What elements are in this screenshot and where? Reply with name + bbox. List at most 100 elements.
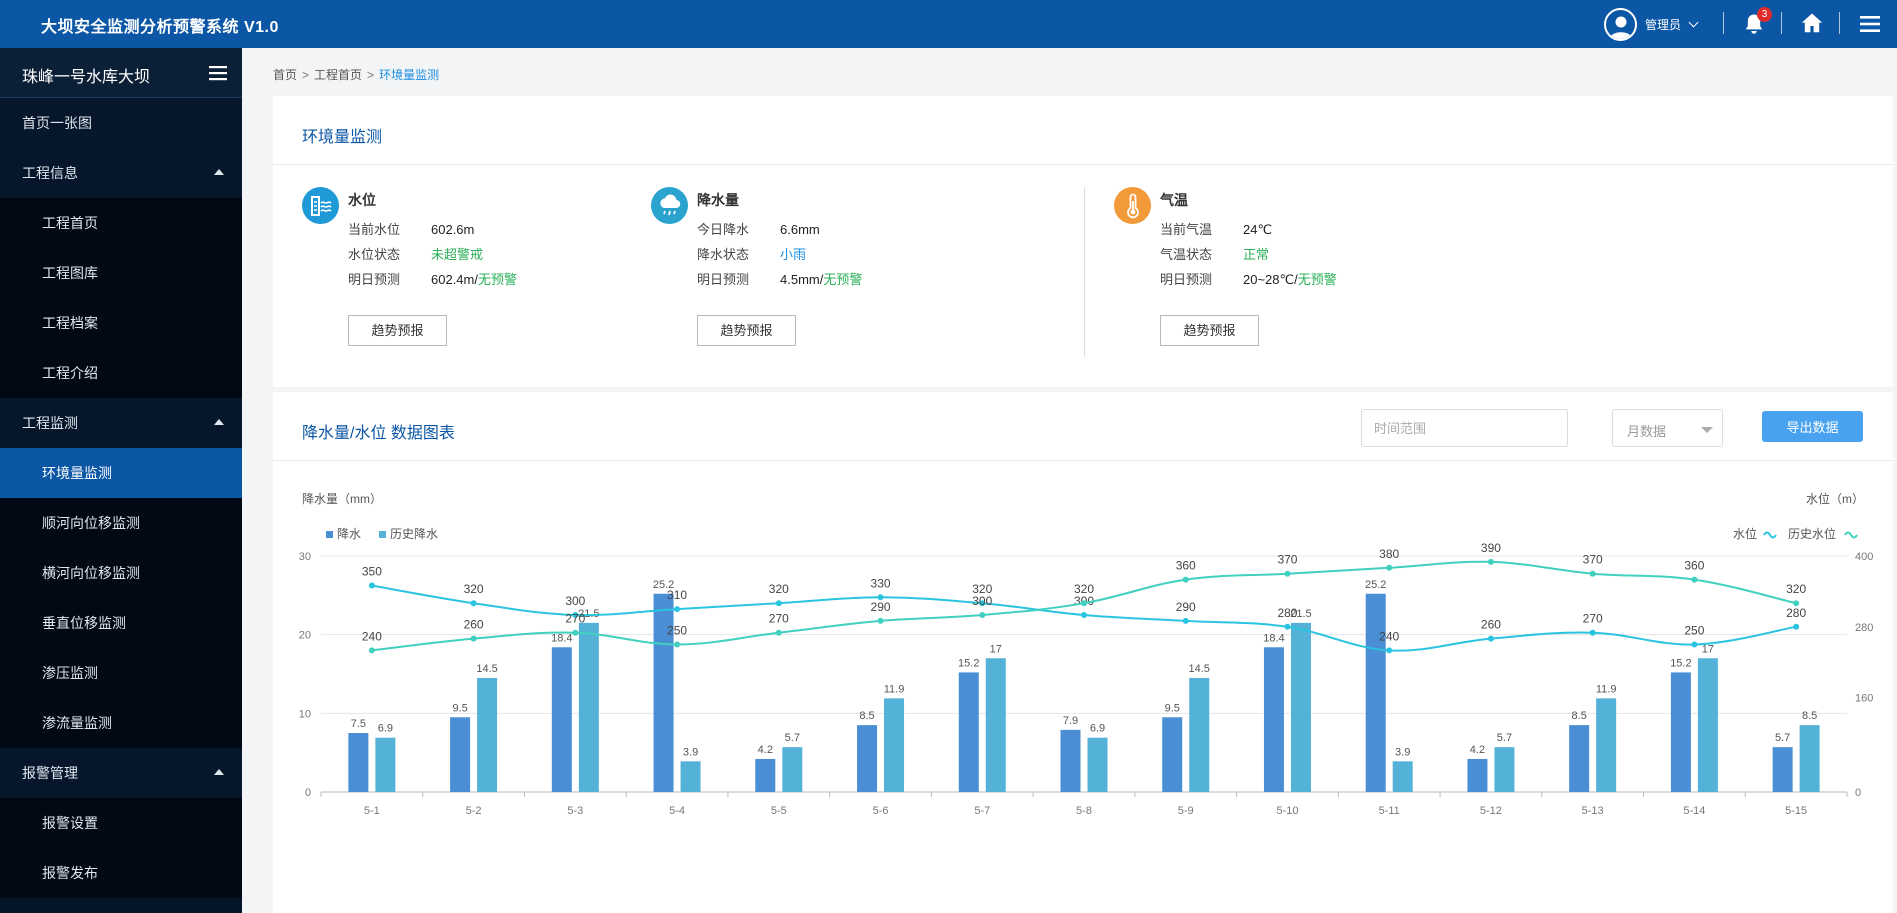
avatar[interactable] (1604, 7, 1637, 41)
legend-history-water-level-label: 历史水位 (1788, 526, 1836, 541)
line-point (674, 641, 681, 648)
sidebar-item[interactable]: 工程信息 (0, 148, 242, 198)
sidebar-item[interactable]: 报警设置 (0, 798, 242, 848)
metric-title: 降水量 (697, 192, 739, 208)
x-tick-label: 5-14 (1683, 805, 1705, 817)
sidebar-item[interactable]: 工程首页 (0, 198, 242, 248)
metric-row: 今日降水 6.6mm (697, 222, 820, 237)
sidebar-item-label: 工程信息 (22, 165, 78, 181)
line-point (572, 612, 579, 618)
bar-value-label: 21.5 (1290, 608, 1311, 620)
sidebar-item-label: 工程首页 (42, 215, 98, 231)
sidebar-item[interactable]: 横河向位移监测 (0, 548, 242, 598)
bar-value-label: 25.2 (1365, 579, 1386, 591)
bar-value-label: 14.5 (1189, 663, 1210, 675)
line-point (470, 600, 477, 607)
sidebar-item-label: 报警设置 (42, 815, 98, 831)
legend-water-level-label: 水位 (1733, 526, 1757, 541)
sidebar-item[interactable]: 渗流量监测 (0, 698, 242, 748)
sidebar: 珠峰一号水库大坝 首页一张图 工程信息 工程首页 工程图库 工程档案 工程介绍 工程监测 环境… (0, 48, 242, 913)
hamburger-icon[interactable] (208, 63, 228, 83)
x-tick-label: 5-8 (1076, 805, 1092, 817)
bar-history-rain (1392, 761, 1413, 792)
collapse-arrow-icon[interactable] (214, 769, 224, 775)
trend-forecast-button[interactable]: 趋势预报 (1160, 315, 1259, 346)
period-select-value: 月数据 (1627, 424, 1667, 439)
y-tick-left-label: 20 (299, 630, 311, 642)
legend-history-rain-marker (379, 531, 386, 538)
bar-rain (450, 717, 471, 792)
menu-icon[interactable] (1858, 12, 1882, 36)
bar-rain (857, 725, 878, 792)
bar-value-label: 18.4 (551, 632, 572, 644)
sidebar-item[interactable]: 环境量监测 (0, 448, 242, 498)
sidebar-item-label: 工程监测 (22, 415, 78, 431)
sidebar-item-label: 报警发布 (42, 865, 98, 881)
metric-row: 明日预测 4.5mm/无预警 (697, 272, 863, 287)
sidebar-item[interactable]: 工程介绍 (0, 348, 242, 398)
metric-row: 气温状态 正常 (1160, 247, 1270, 262)
line-value-label: 360 (1684, 559, 1704, 573)
x-tick-label: 5-11 (1379, 805, 1400, 817)
sidebar-item[interactable]: 工程图库 (0, 248, 242, 298)
bar-value-label: 6.9 (1090, 723, 1105, 735)
collapse-arrow-icon[interactable] (214, 419, 224, 425)
legend-history-water-level-marker (1844, 531, 1858, 539)
line-point (877, 617, 884, 624)
x-tick-label: 5-10 (1276, 805, 1298, 817)
line-value-label: 260 (464, 618, 484, 632)
line-value-label: 300 (972, 594, 992, 608)
chart-card-title: 降水量/水位 数据图表 (302, 425, 455, 442)
bar-history-rain (578, 622, 599, 792)
home-icon[interactable] (1800, 11, 1824, 35)
metric-title: 气温 (1160, 192, 1188, 208)
time-range-input[interactable] (1361, 409, 1568, 447)
bar-value-label: 4.2 (1470, 744, 1485, 756)
line-point (368, 647, 375, 654)
line-point (1182, 576, 1189, 583)
line-value-label: 260 (1481, 618, 1501, 632)
x-tick-label: 5-15 (1785, 805, 1807, 817)
chart-card: 降水量/水位 数据图表 月数据 导出数据 降水量（mm） 水位（m） 降水 历史降水 水… (273, 392, 1893, 913)
breadcrumb-home[interactable]: 首页 (273, 68, 298, 82)
period-select[interactable]: 月数据 (1612, 409, 1723, 447)
sidebar-item[interactable]: 渗压监测 (0, 648, 242, 698)
divider (1781, 12, 1782, 34)
x-tick-label: 5-6 (873, 805, 889, 817)
y-tick-left-label: 0 (305, 787, 311, 799)
line-value-label: 270 (565, 612, 585, 626)
line-point (979, 612, 986, 618)
breadcrumb-project-home[interactable]: 工程首页 (314, 68, 363, 82)
sidebar-item[interactable]: 垂直位移监测 (0, 598, 242, 648)
line-point (775, 629, 782, 636)
water-level-icon (302, 187, 339, 224)
trend-forecast-button[interactable]: 趋势预报 (348, 315, 447, 346)
breadcrumb: 首页 > 工程首页 > 环境量监测 (273, 66, 439, 83)
user-menu[interactable]: 管理员 (1604, 7, 1699, 41)
sidebar-item[interactable]: 工程监测 (0, 398, 242, 448)
bar-rain (1162, 717, 1183, 792)
bar-rain (755, 758, 776, 792)
sidebar-item[interactable]: 首页一张图 (0, 98, 242, 148)
x-tick-label: 5-7 (974, 805, 990, 817)
y-tick-right-label: 160 (1855, 693, 1873, 705)
sidebar-item[interactable]: 顺河向位移监测 (0, 498, 242, 548)
collapse-arrow-icon[interactable] (214, 169, 224, 175)
line-point (1691, 641, 1698, 648)
trend-forecast-button[interactable]: 趋势预报 (697, 315, 796, 346)
x-tick-label: 5-9 (1178, 805, 1194, 817)
bar-history-rain (1494, 747, 1515, 792)
caret-down-icon (1701, 427, 1713, 433)
sidebar-item[interactable]: 工程档案 (0, 298, 242, 348)
metric-row: 明日预测 602.4m/无预警 (348, 272, 517, 287)
export-data-button[interactable]: 导出数据 (1762, 411, 1863, 442)
sidebar-item[interactable]: 报警发布 (0, 848, 242, 898)
bar-value-label: 3.9 (683, 746, 698, 758)
line-value-label: 320 (972, 582, 992, 596)
line-point (1487, 635, 1494, 642)
line-point (1589, 629, 1596, 636)
bar-value-label: 25.2 (653, 579, 674, 591)
line-point (1691, 576, 1698, 583)
line-value-label: 250 (1684, 624, 1704, 638)
sidebar-item[interactable]: 报警管理 (0, 748, 242, 798)
